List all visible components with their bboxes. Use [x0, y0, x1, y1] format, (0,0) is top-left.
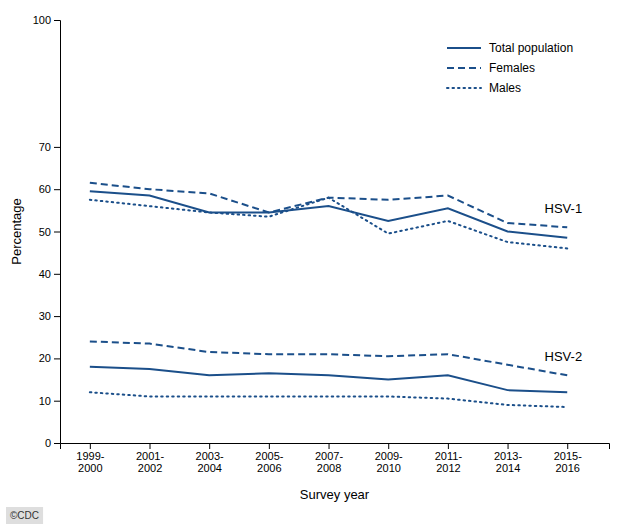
series-line — [90, 392, 567, 407]
caption-background — [6, 507, 43, 524]
x-tick-mark — [150, 443, 151, 449]
y-tick-mark — [54, 316, 60, 317]
legend-label: Males — [489, 81, 521, 95]
y-tick-label: 60 — [39, 183, 51, 195]
x-tick-mark — [269, 443, 270, 449]
y-tick-mark — [54, 147, 60, 148]
legend-item: Males — [447, 81, 521, 95]
x-tick-mark — [567, 443, 568, 449]
legend-label: Females — [489, 61, 535, 75]
legend-item: Females — [447, 61, 535, 75]
x-tick-label: 2013-2014 — [494, 450, 522, 475]
y-tick-mark — [54, 189, 60, 190]
series-line — [90, 367, 567, 392]
legend-swatch — [447, 87, 481, 89]
x-axis: 1999-2000 2001-2002 2003-2004 2005-2006 2007… — [61, 443, 610, 474]
annotation: HSV-1 — [545, 201, 583, 216]
legend: Total population Females Males — [447, 41, 573, 95]
x-tick-mark — [508, 443, 509, 449]
x-tick: 1999-2000 — [76, 443, 104, 474]
x-tick-label: 2007-2008 — [315, 450, 343, 475]
y-tick: 10 — [39, 395, 60, 407]
x-tick-mark — [448, 443, 449, 449]
y-tick-mark — [54, 232, 60, 233]
y-tick-mark — [54, 401, 60, 402]
x-tick: 2005-2006 — [255, 443, 283, 474]
y-tick-label: 50 — [39, 226, 51, 238]
x-tick-label: 2015-2016 — [554, 450, 582, 475]
x-tick: 2003-2004 — [196, 443, 224, 474]
caption-text: ©CDC — [10, 510, 39, 521]
x-tick: 2001-2002 — [136, 443, 164, 474]
legend-label: Total population — [489, 41, 573, 55]
legend-item: Total population — [447, 41, 573, 55]
x-axis-title: Survey year — [300, 487, 370, 502]
y-tick: 30 — [39, 310, 60, 322]
x-tick-label: 1999-2000 — [76, 450, 104, 475]
y-tick-label: 30 — [39, 310, 51, 322]
chart: 1999-20002001-20022003-20042005-20062007… — [0, 0, 634, 528]
y-tick: 70 — [39, 141, 60, 153]
x-tick-label: 2009-2010 — [375, 450, 403, 475]
x-tick: 2015-2016 — [554, 443, 582, 474]
x-tick-mark — [388, 443, 389, 449]
x-tick: 2007-2008 — [315, 443, 343, 474]
y-tick-label: 20 — [39, 352, 51, 364]
annotation: HSV-2 — [545, 349, 583, 364]
y-tick-label: 100 — [33, 14, 51, 26]
x-axis-line — [61, 444, 610, 450]
x-tick-mark — [90, 443, 91, 449]
y-tick-label: 10 — [39, 395, 51, 407]
x-tick: 2009-2010 — [375, 443, 403, 474]
series-line — [90, 198, 567, 249]
y-tick-mark — [54, 274, 60, 275]
x-tick-label: 2003-2004 — [196, 450, 224, 475]
lines — [90, 183, 567, 407]
x-tick: 2011-2012 — [435, 443, 463, 474]
y-tick: 50 — [39, 226, 60, 238]
y-axis-line — [54, 21, 61, 444]
y-tick-label: 0 — [45, 437, 51, 449]
y-tick-mark — [54, 20, 60, 21]
series-line — [90, 341, 567, 375]
y-tick-mark — [54, 358, 60, 359]
x-tick: 2013-2014 — [494, 443, 522, 474]
y-axis-title: Percentage — [9, 198, 24, 265]
x-tick-label: 2005-2006 — [255, 450, 283, 475]
y-tick: 40 — [39, 268, 60, 280]
y-tick: 60 — [39, 183, 60, 195]
caption: ©CDC — [6, 507, 43, 524]
y-axis: 0 10 20 30 40 50 60 70 100 — [33, 14, 61, 449]
x-tick-mark — [329, 443, 330, 449]
x-tick-label: 2001-2002 — [136, 450, 164, 475]
x-tick-mark — [209, 443, 210, 449]
y-tick: 20 — [39, 352, 60, 364]
y-tick-mark — [54, 443, 60, 444]
y-tick-label: 70 — [39, 141, 51, 153]
series-line — [90, 183, 567, 227]
legend-swatch — [447, 47, 481, 49]
y-tick: 100 — [33, 14, 60, 26]
y-tick-label: 40 — [39, 268, 51, 280]
legend-swatch — [447, 67, 481, 69]
x-tick-label: 2011-2012 — [435, 450, 463, 475]
y-tick: 0 — [45, 437, 60, 449]
